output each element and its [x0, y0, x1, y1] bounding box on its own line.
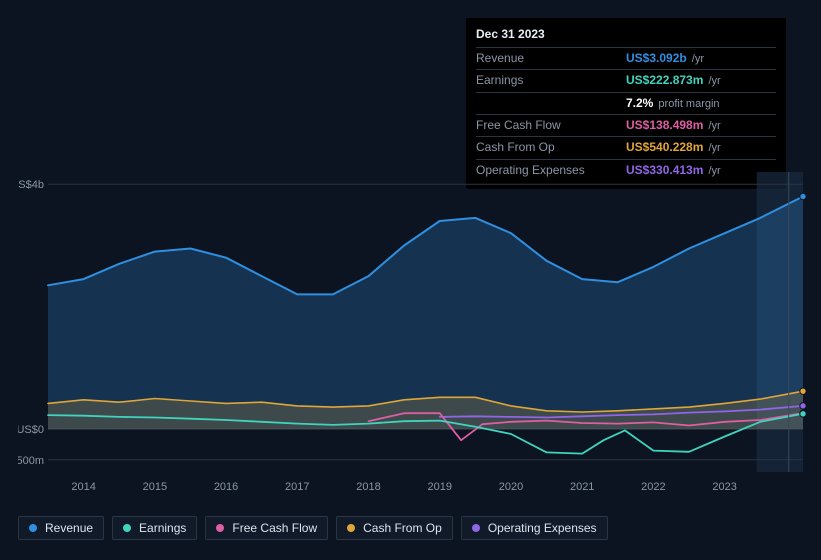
tooltip-row-label: Cash From Op: [476, 139, 626, 156]
series-end-dot-opex: [800, 403, 806, 409]
x-axis-label: 2017: [285, 481, 309, 493]
legend-item-revenue[interactable]: Revenue: [18, 516, 104, 540]
legend-item-cash_op[interactable]: Cash From Op: [336, 516, 453, 540]
tooltip-row: Cash From OpUS$540.228m /yr: [476, 136, 776, 158]
y-axis-label: US$0: [18, 424, 44, 436]
tooltip-row: RevenueUS$3.092b /yr: [476, 47, 776, 69]
y-axis-label: US$4b: [18, 179, 44, 191]
tooltip-row-value: US$138.498m: [626, 118, 703, 132]
x-axis-label: 2015: [143, 481, 167, 493]
legend-item-fcf[interactable]: Free Cash Flow: [205, 516, 328, 540]
financial-chart[interactable]: US$4b US$0 -US$500m 2014 2015 2016 2017 2018 201…: [18, 160, 808, 500]
tooltip-row-suffix: /yr: [705, 75, 720, 87]
legend-item-label: Cash From Op: [363, 521, 442, 535]
legend-item-label: Earnings: [139, 521, 186, 535]
tooltip-row: Free Cash FlowUS$138.498m /yr: [476, 114, 776, 136]
series-end-dot-revenue: [800, 193, 806, 199]
tooltip-row-suffix: /yr: [705, 120, 720, 132]
x-axis-label: 2022: [641, 481, 665, 493]
x-axis-label: 2019: [428, 481, 452, 493]
tooltip-row-value: 7.2%: [626, 96, 653, 110]
x-axis-label: 2014: [71, 481, 95, 493]
legend-item-earnings[interactable]: Earnings: [112, 516, 197, 540]
tooltip-row-label: Revenue: [476, 50, 626, 67]
series-end-dot-earnings: [800, 411, 806, 417]
legend-swatch-icon: [216, 524, 224, 532]
y-axis-label: -US$500m: [18, 455, 44, 467]
legend-item-label: Free Cash Flow: [232, 521, 317, 535]
tooltip-row: EarningsUS$222.873m /yr: [476, 69, 776, 91]
tooltip-row-suffix: /yr: [689, 53, 704, 65]
legend-item-label: Revenue: [45, 521, 93, 535]
tooltip-row-label: Earnings: [476, 72, 626, 89]
legend-swatch-icon: [123, 524, 131, 532]
tooltip-title: Dec 31 2023: [476, 26, 776, 43]
x-axis-label: 2021: [570, 481, 594, 493]
legend-swatch-icon: [347, 524, 355, 532]
x-axis-label: 2020: [499, 481, 523, 493]
x-axis-label: 2023: [712, 481, 736, 493]
x-axis-label: 2016: [214, 481, 238, 493]
tooltip-row-suffix: /yr: [705, 142, 720, 154]
chart-legend: Revenue Earnings Free Cash Flow Cash From O…: [18, 516, 608, 540]
x-axis-label: 2018: [356, 481, 380, 493]
tooltip-row-label: Free Cash Flow: [476, 117, 626, 134]
legend-swatch-icon: [29, 524, 37, 532]
legend-item-opex[interactable]: Operating Expenses: [461, 516, 608, 540]
legend-swatch-icon: [472, 524, 480, 532]
legend-item-label: Operating Expenses: [488, 521, 597, 535]
tooltip-row-suffix: profit margin: [655, 98, 719, 110]
tooltip-row-value: US$222.873m: [626, 73, 703, 87]
series-end-dot-cash_op: [800, 388, 806, 394]
tooltip-row-value: US$3.092b: [626, 51, 687, 65]
tooltip-row: 7.2% profit margin: [476, 92, 776, 114]
tooltip-row-value: US$540.228m: [626, 140, 703, 154]
